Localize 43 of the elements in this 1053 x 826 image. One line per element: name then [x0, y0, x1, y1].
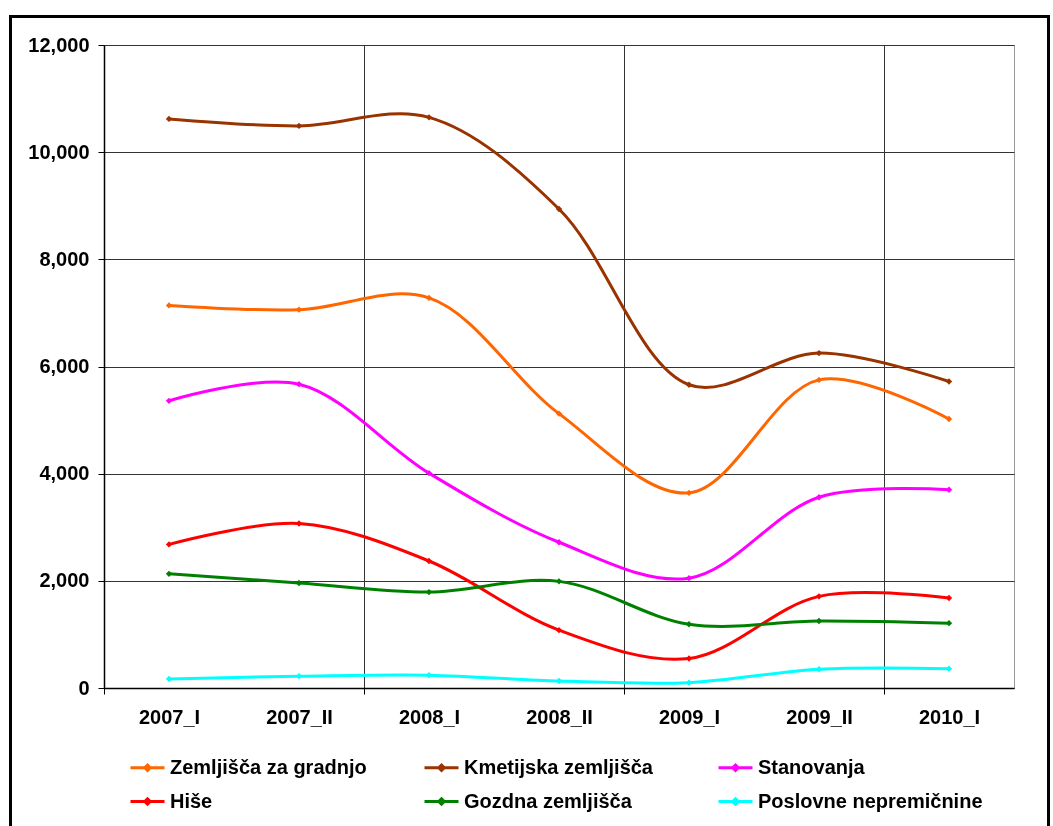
point	[555, 539, 563, 546]
point	[165, 570, 173, 578]
legend-label: Kmetijska zemljišča	[464, 755, 654, 778]
y-tick-label: 2,000	[39, 569, 90, 592]
point	[425, 114, 433, 121]
point	[295, 381, 303, 388]
point	[165, 397, 173, 404]
y-tick-label: 8,000	[39, 247, 90, 270]
point	[555, 578, 563, 585]
point	[815, 376, 823, 384]
x-tick-label: 2010_I	[918, 705, 981, 728]
legend-label: Hiše	[170, 789, 213, 812]
point	[945, 665, 953, 672]
x-tick-label: 2007_I	[138, 705, 201, 728]
point	[555, 205, 563, 213]
y-tick-label: 0	[78, 676, 90, 699]
point	[685, 381, 693, 388]
legend-label: Zemljišča za gradnjo	[170, 755, 367, 778]
point	[685, 655, 693, 662]
y-tick-label: 6,000	[39, 355, 90, 377]
y-tick-label: 12,000	[28, 33, 90, 56]
point	[425, 557, 433, 565]
x-tick-label: 2009_I	[658, 705, 721, 728]
x-tick-label: 2008_II	[526, 705, 593, 728]
x-tick-label: 2008_I	[398, 705, 461, 728]
point	[555, 626, 563, 634]
legend-label: Gozdna zemljišča	[464, 789, 633, 812]
x-tick-label: 2009_II	[786, 705, 853, 728]
x-tick-label: 2007_II	[266, 705, 333, 728]
point	[815, 494, 823, 501]
point	[945, 378, 953, 385]
point	[425, 294, 433, 302]
point	[945, 415, 953, 423]
y-tick-label: 10,000	[28, 140, 90, 163]
point	[815, 593, 823, 600]
point	[165, 541, 173, 548]
legend-label: Stanovanja	[758, 755, 866, 778]
legend-label: Poslovne nepremičnine	[758, 789, 983, 812]
point	[425, 469, 433, 477]
y-tick-label: 4,000	[39, 462, 90, 485]
point	[555, 410, 563, 417]
point	[165, 302, 173, 309]
point	[685, 621, 693, 628]
